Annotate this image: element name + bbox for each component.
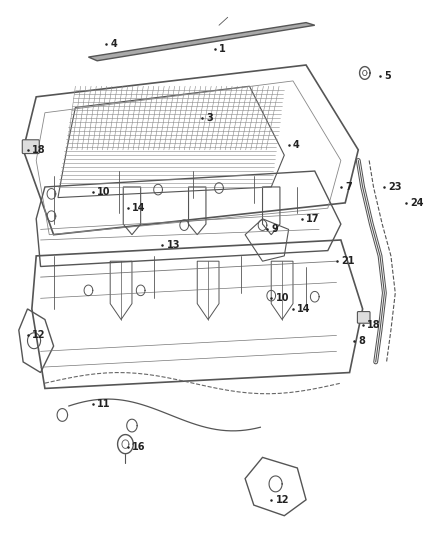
Text: 24: 24 [410,198,424,208]
Text: 23: 23 [389,182,402,192]
Text: 14: 14 [297,304,311,314]
Text: 7: 7 [345,182,352,192]
Text: 12: 12 [276,495,289,505]
Text: 11: 11 [97,399,111,409]
Text: 5: 5 [385,70,391,80]
Text: 21: 21 [341,256,354,266]
FancyBboxPatch shape [357,312,370,323]
Text: 14: 14 [132,203,145,213]
Text: 4: 4 [110,39,117,49]
Text: 18: 18 [32,145,46,155]
Text: 3: 3 [206,113,213,123]
Text: 12: 12 [32,330,46,341]
Polygon shape [88,22,315,61]
Text: 4: 4 [293,140,300,150]
Text: 8: 8 [358,336,365,346]
Text: 10: 10 [97,187,111,197]
Text: 17: 17 [306,214,320,224]
Text: 16: 16 [132,442,145,452]
Text: 18: 18 [367,320,381,330]
Text: 9: 9 [271,224,278,235]
Text: 13: 13 [167,240,180,251]
Text: 1: 1 [219,44,226,54]
FancyBboxPatch shape [22,140,39,154]
Text: 10: 10 [276,293,289,303]
